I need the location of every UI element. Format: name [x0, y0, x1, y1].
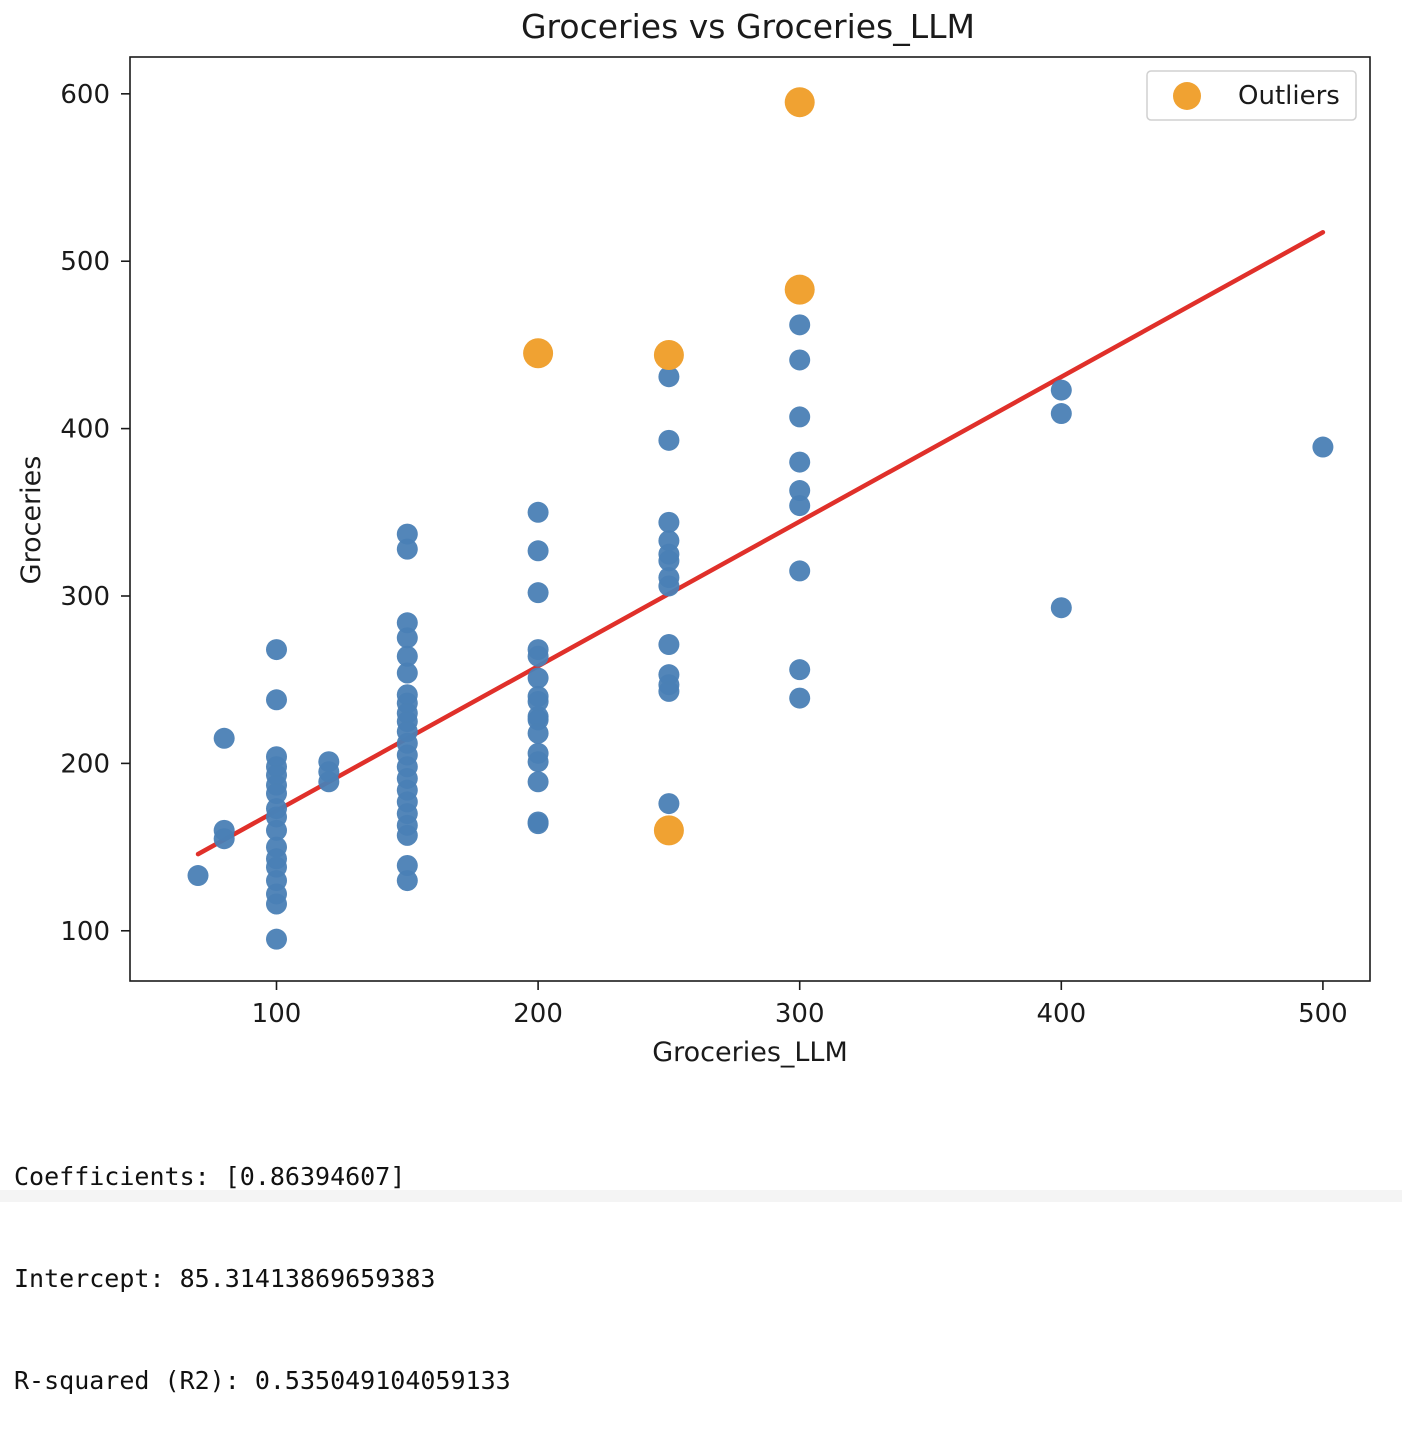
data-point	[396, 824, 418, 846]
coefficients-line: Coefficients: [0.86394607]	[14, 1162, 406, 1191]
data-point	[396, 662, 418, 684]
y-tick-label: 200	[60, 749, 110, 779]
data-point	[789, 349, 811, 371]
legend-outliers-marker	[1173, 82, 1201, 110]
outlier-point	[784, 274, 815, 305]
y-tick-label: 400	[60, 415, 110, 445]
outlier-point	[523, 338, 554, 369]
y-tick-label: 600	[60, 80, 110, 110]
data-point	[396, 538, 418, 560]
data-point	[396, 627, 418, 649]
data-point	[527, 813, 549, 835]
data-point	[527, 722, 549, 744]
data-point	[658, 429, 680, 451]
data-point	[213, 828, 235, 850]
data-point	[396, 645, 418, 667]
outlier-point	[653, 815, 684, 846]
data-point	[213, 727, 235, 749]
scatter-chart: 100 200 300 400 500 100 200 300 400 500 600 Groce…	[16, 7, 1371, 1068]
data-point	[658, 511, 680, 533]
data-point	[265, 893, 287, 915]
data-point	[527, 690, 549, 712]
data-point	[789, 659, 811, 681]
data-point	[318, 771, 340, 793]
data-points-layer	[187, 314, 1334, 950]
x-axis: 100 200 300 400 500	[252, 981, 1348, 1029]
y-tick-label: 100	[60, 917, 110, 947]
regression-line	[195, 230, 1326, 857]
chart-title: Groceries vs Groceries_LLM	[521, 7, 975, 46]
outlier-point	[653, 339, 684, 370]
data-point	[789, 314, 811, 336]
data-point	[527, 771, 549, 793]
data-point	[658, 366, 680, 388]
regression-layer	[195, 230, 1326, 857]
data-point	[396, 612, 418, 634]
data-point	[1050, 379, 1072, 401]
data-point	[527, 667, 549, 689]
y-tick-label: 500	[60, 247, 110, 277]
data-point	[658, 550, 680, 572]
data-point	[265, 819, 287, 841]
x-axis-label: Groceries_LLM	[652, 1037, 848, 1068]
legend-outliers-label: Outliers	[1238, 81, 1340, 111]
data-point	[1312, 436, 1334, 458]
plot-area	[129, 56, 1371, 982]
data-point	[1050, 597, 1072, 619]
x-tick-label: 100	[252, 999, 302, 1029]
data-point	[527, 582, 549, 604]
x-tick-label: 400	[1036, 999, 1086, 1029]
x-tick-label: 500	[1298, 999, 1348, 1029]
x-tick-label: 200	[513, 999, 563, 1029]
intercept-line: Intercept: 85.31413869659383	[14, 1264, 436, 1293]
data-point	[265, 928, 287, 950]
data-point	[789, 406, 811, 428]
data-point	[527, 540, 549, 562]
x-tick-label: 300	[775, 999, 825, 1029]
data-point	[396, 855, 418, 876]
data-point	[1050, 403, 1072, 425]
chart-svg: 100 200 300 400 500 100 200 300 400 500 600 Groce…	[16, 7, 1371, 1068]
data-point	[658, 793, 680, 815]
data-point	[527, 751, 549, 773]
data-point	[789, 451, 811, 473]
data-point	[789, 687, 811, 709]
data-point	[396, 870, 418, 892]
data-point	[658, 634, 680, 656]
data-point	[265, 689, 287, 711]
regression-output: Coefficients: [0.86394607] Intercept: 85…	[14, 1092, 511, 1432]
data-point	[265, 639, 287, 661]
data-point	[396, 523, 418, 545]
outlier-point	[784, 87, 815, 118]
bottom-strip	[0, 1190, 1402, 1202]
data-point	[789, 560, 811, 582]
data-point	[789, 480, 811, 502]
outliers-layer	[523, 87, 815, 846]
legend-box	[1146, 70, 1357, 121]
data-point	[527, 501, 549, 523]
r-squared-line: R-squared (R2): 0.535049104059133	[14, 1366, 511, 1395]
y-tick-label: 300	[60, 582, 110, 612]
data-point	[527, 645, 549, 667]
y-axis: 100 200 300 400 500 600	[60, 80, 130, 947]
data-point	[265, 783, 287, 805]
data-point	[658, 575, 680, 597]
data-point	[789, 495, 811, 517]
legend: Outliers	[1146, 70, 1357, 121]
data-point	[187, 865, 209, 887]
data-point	[658, 680, 680, 702]
y-axis-label: Groceries	[16, 456, 47, 585]
